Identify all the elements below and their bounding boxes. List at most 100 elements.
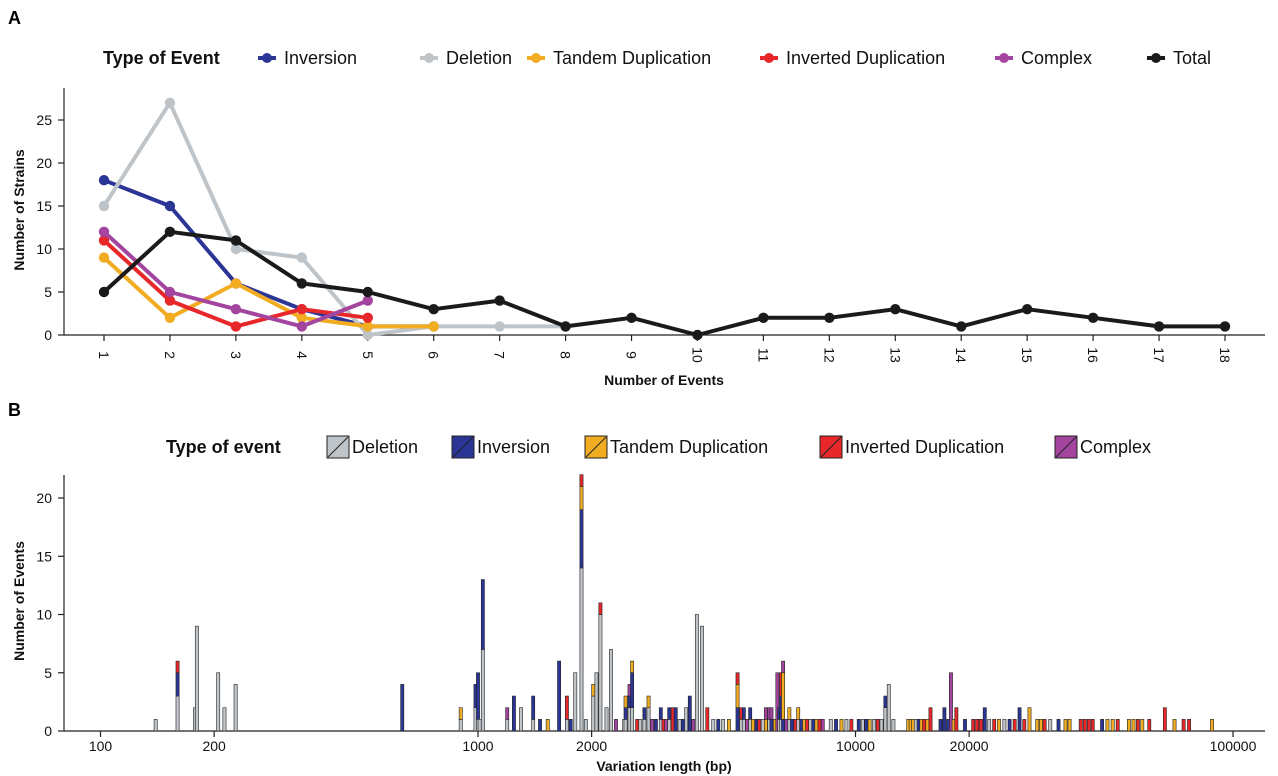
bar-segment-inversion [538, 719, 542, 732]
panel-b-legend: Type of event Deletion Inversion Tandem Dup… [166, 435, 1151, 459]
bar-segment-inversion [1007, 719, 1012, 732]
bar-segment-inverted-duplication [175, 660, 180, 674]
bar-segment-inversion [748, 707, 753, 720]
bar-segment-tandem-duplication [839, 719, 844, 732]
bar-segment-deletion [623, 719, 628, 732]
bar-segment-deletion [573, 672, 578, 732]
bar-segment-inversion [630, 672, 635, 709]
panel-a-x-tick-label: 1 [96, 351, 112, 359]
bar-segment-inverted-duplication [598, 602, 603, 615]
panel-b-x-axis-title: Variation length (bp) [596, 758, 731, 774]
bar-segment-tandem-duplication [1110, 719, 1115, 732]
panel-b-x-tick-label: 2000 [576, 738, 607, 754]
data-point-deletion [296, 252, 308, 263]
bar-segment-deletion [828, 719, 833, 732]
bar-segment-inversion [687, 695, 692, 732]
legend-marker-inverted-duplication [764, 53, 774, 63]
bar-segment-complex [614, 719, 618, 732]
legend-marker-deletion [424, 53, 434, 63]
bar-segment-tandem-duplication [1172, 719, 1177, 732]
data-point-total [494, 295, 505, 306]
bar-segment-deletion [1048, 719, 1053, 732]
panel-a-x-tick-label: 17 [1151, 347, 1167, 363]
bar-segment-complex [820, 719, 825, 732]
bar-segment-inverted-duplication [849, 719, 854, 732]
bar-segment-tandem-duplication [787, 707, 792, 720]
bar-segment-tandem-duplication [997, 719, 1001, 732]
bar-segment-tandem-duplication [781, 672, 786, 720]
bar-segment-inversion [667, 707, 672, 720]
legend-swatch-slash [1055, 436, 1077, 458]
bar-segment-inverted-duplication [565, 695, 569, 720]
bar-segment-tandem-duplication [1035, 719, 1040, 732]
bar-segment-inversion [883, 695, 888, 708]
legend-label-complex: Complex [1021, 48, 1092, 68]
bar-segment-inverted-duplication [635, 719, 640, 732]
series-line-deletion [102, 100, 568, 337]
panel-a-x-tick-label: 15 [1019, 347, 1035, 363]
data-point-inverted-duplication [362, 312, 373, 323]
bar-segment-tandem-duplication [867, 719, 872, 732]
panel-a-x-tick-label: 3 [228, 351, 244, 359]
bar-segment-deletion [872, 719, 876, 732]
bar-segment-inversion [623, 707, 628, 720]
data-point-complex [98, 226, 110, 237]
series-line-total [102, 229, 1227, 337]
panel-b-x-tick-label: 100 [89, 738, 113, 754]
bar-segment-tandem-duplication [1067, 719, 1072, 732]
panel-a-y-tick-label: 15 [36, 198, 52, 214]
legend-swatch-slash [327, 436, 349, 458]
bar-segment-inversion [642, 707, 647, 720]
bar-segment-deletion [233, 684, 238, 732]
panel-a-legend-title: Type of Event [103, 48, 220, 68]
legend-label-inversion: Inversion [284, 48, 357, 68]
panel-a-x-tick-label: 4 [294, 351, 310, 359]
bar-segment-tandem-duplication [1063, 719, 1068, 732]
data-point-total [1087, 312, 1099, 323]
bar-segment-inversion [856, 719, 861, 732]
bar-segment-inversion [942, 707, 947, 732]
data-point-tandem-duplication [296, 312, 308, 323]
bar-segment-complex [781, 660, 786, 674]
panel-b-y-tick-label: 10 [36, 607, 52, 623]
bar-segment-inversion [1100, 719, 1104, 732]
bar-segment-deletion [638, 719, 643, 732]
bar-segment-tandem-duplication [796, 707, 801, 720]
bar-segment-tandem-duplication [1140, 719, 1145, 732]
legend-marker-tandem-duplication [531, 53, 541, 63]
bar-segment-complex [664, 719, 669, 732]
bar-segment-deletion [741, 719, 746, 732]
panel-a-y-tick-label: 10 [36, 241, 52, 257]
bar-segment-inversion [864, 719, 869, 732]
bar-segment-deletion [153, 719, 158, 732]
panel-a-y-tick-label: 25 [36, 112, 52, 128]
bar-segment-inverted-duplication [735, 672, 740, 685]
bar-segment-complex [691, 719, 696, 732]
data-point-total [428, 304, 439, 315]
panel-b-letter: B [8, 400, 21, 420]
legend-label-inverted-duplication: Inverted Duplication [786, 48, 945, 68]
legend-label-tandem-duplication: Tandem Duplication [553, 48, 711, 68]
bar-segment-deletion [642, 719, 647, 732]
data-point-total [824, 312, 835, 323]
bar-segment-deletion [1002, 719, 1007, 732]
bar-segment-deletion [458, 719, 463, 732]
panel-b-legend-title: Type of event [166, 437, 281, 457]
panel-b-bar-chart: 0 5 10 15 20 100 200 1000 2000 10000 20000 100000 [36, 474, 1265, 754]
data-point-total [362, 286, 373, 298]
bar-segment-inversion [982, 707, 987, 732]
data-point-total [890, 304, 901, 315]
data-point-total [164, 226, 176, 237]
data-point-inversion [164, 200, 176, 212]
panel-a-x-tick-label: 11 [755, 348, 771, 363]
data-point-total [1219, 321, 1231, 332]
bar-segment-tandem-duplication [630, 660, 635, 674]
legend-label-inversion: Inversion [477, 437, 550, 457]
bar-segment-inversion [938, 719, 943, 732]
bar-segment-deletion [646, 707, 651, 732]
bar-segment-inversion [673, 707, 678, 732]
bar-segment-inversion [531, 695, 536, 720]
bar-segment-deletion [505, 719, 510, 732]
panel-a-x-tick-label: 10 [689, 347, 705, 363]
panel-a-x-tick-label: 2 [162, 351, 178, 359]
